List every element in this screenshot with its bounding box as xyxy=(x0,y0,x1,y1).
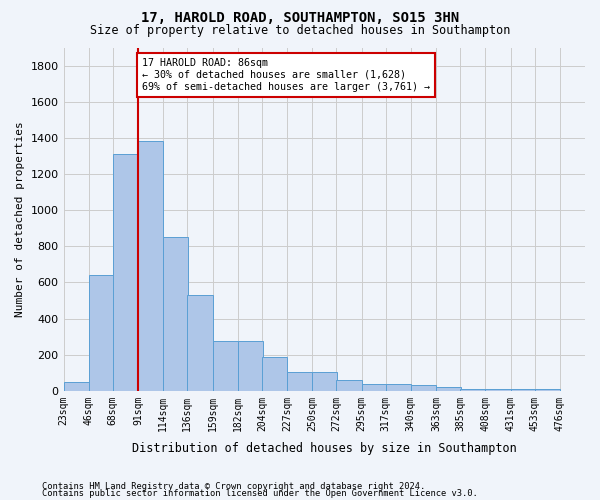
Bar xyxy=(362,384,387,391)
Text: 17 HAROLD ROAD: 86sqm
← 30% of detached houses are smaller (1,628)
69% of semi-d: 17 HAROLD ROAD: 86sqm ← 30% of detached … xyxy=(142,58,430,92)
Bar xyxy=(386,384,411,391)
Bar xyxy=(535,389,560,391)
Bar xyxy=(113,154,138,391)
Text: Contains HM Land Registry data © Crown copyright and database right 2024.: Contains HM Land Registry data © Crown c… xyxy=(42,482,425,491)
Bar xyxy=(411,386,436,391)
Bar xyxy=(89,275,114,391)
Bar xyxy=(511,389,536,391)
X-axis label: Distribution of detached houses by size in Southampton: Distribution of detached houses by size … xyxy=(132,442,517,455)
Text: 17, HAROLD ROAD, SOUTHAMPTON, SO15 3HN: 17, HAROLD ROAD, SOUTHAMPTON, SO15 3HN xyxy=(141,12,459,26)
Bar xyxy=(337,380,362,391)
Text: Contains public sector information licensed under the Open Government Licence v3: Contains public sector information licen… xyxy=(42,489,478,498)
Bar xyxy=(212,341,238,391)
Bar xyxy=(138,142,163,391)
Bar xyxy=(187,295,212,391)
Bar xyxy=(436,387,461,391)
Y-axis label: Number of detached properties: Number of detached properties xyxy=(15,122,25,317)
Bar xyxy=(163,237,188,391)
Bar xyxy=(460,389,485,391)
Bar xyxy=(312,372,337,391)
Bar xyxy=(238,341,263,391)
Bar xyxy=(64,382,89,391)
Bar xyxy=(262,358,287,391)
Bar xyxy=(287,372,312,391)
Bar xyxy=(485,389,511,391)
Text: Size of property relative to detached houses in Southampton: Size of property relative to detached ho… xyxy=(90,24,510,37)
